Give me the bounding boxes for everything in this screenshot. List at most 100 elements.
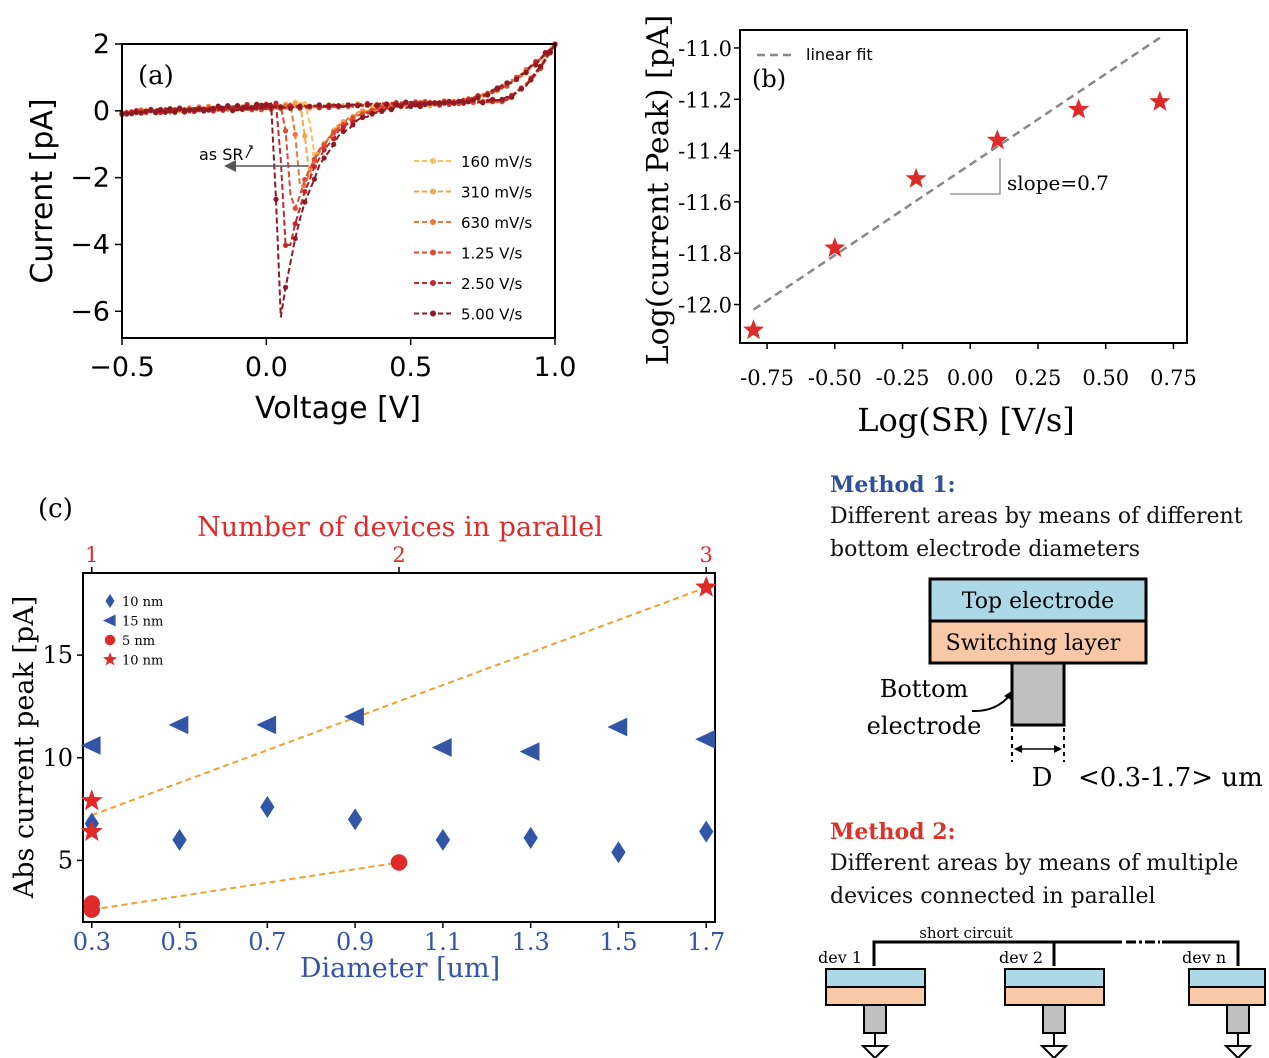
data-point-triangle-left bbox=[256, 715, 277, 735]
data-point-star bbox=[1149, 90, 1171, 111]
iv-data-point bbox=[201, 108, 207, 114]
legend-label: 5.00 V/s bbox=[461, 306, 522, 324]
legend-marker-diamond bbox=[105, 594, 115, 608]
iv-data-point bbox=[307, 103, 313, 109]
iv-data-point bbox=[292, 101, 298, 107]
iv-data-point bbox=[287, 105, 293, 111]
top-electrode-label: Top electrode bbox=[962, 589, 1114, 614]
bottom-electrode bbox=[1010, 661, 1066, 727]
iv-data-point bbox=[485, 92, 491, 98]
data-point-triangle-left bbox=[344, 707, 364, 727]
data-point-diamond bbox=[523, 826, 538, 849]
iv-data-point bbox=[244, 104, 250, 110]
legend-label: 160 mV/s bbox=[461, 153, 532, 171]
iv-data-point bbox=[230, 108, 236, 114]
data-point-triangle-left bbox=[519, 742, 540, 761]
iv-data-point bbox=[509, 94, 515, 100]
bottom-electrode-pointer-head bbox=[1004, 690, 1013, 700]
data-point-star bbox=[695, 575, 718, 597]
d-arrow-left bbox=[1014, 745, 1022, 753]
panel-a-xtick-label: 0.0 bbox=[245, 352, 288, 383]
iv-data-point bbox=[470, 97, 476, 103]
iv-data-point bbox=[292, 131, 298, 137]
method1-description-line2: bottom electrode diameters bbox=[830, 537, 1140, 562]
short-circuit-label: short circuit bbox=[919, 924, 1013, 942]
panel-b-xtick-label: 0.75 bbox=[1150, 366, 1197, 390]
parallel-devices: dev 1 dev 2 dev n bbox=[818, 948, 1266, 1058]
panel-b: -0.75 -0.50 -0.25 0.00 0.25 0.50 0.75 -11.0 -11.… bbox=[641, 15, 1197, 439]
panel-c-legend: 10 nm 15 nm 5 nm 10 nm bbox=[103, 594, 163, 669]
iv-data-point bbox=[489, 96, 496, 103]
legend-swatch-marker bbox=[430, 188, 436, 195]
iv-data-point bbox=[311, 176, 317, 182]
iv-data-point bbox=[523, 69, 529, 75]
iv-data-point bbox=[225, 103, 231, 109]
iv-data-point bbox=[234, 103, 241, 109]
slope-label: slope=0.7 bbox=[1007, 171, 1109, 195]
device-label: dev n bbox=[1182, 948, 1226, 967]
panel-a-ytick-label: 2 bbox=[93, 29, 110, 60]
data-point-star bbox=[743, 319, 764, 340]
panel-c-legend-label: 10 nm bbox=[122, 595, 163, 610]
panel-a-ytick-label: 0 bbox=[93, 96, 110, 127]
iv-data-point bbox=[206, 107, 212, 113]
iv-data-point bbox=[263, 102, 269, 108]
panel-b-xlabel: Log(SR) [V/s] bbox=[857, 401, 1074, 439]
iv-data-point bbox=[403, 99, 409, 105]
legend-fit-label: linear fit bbox=[806, 45, 873, 64]
iv-data-point bbox=[494, 85, 500, 91]
iv-data-point bbox=[499, 96, 505, 102]
sr-annotation: as SR bbox=[199, 145, 244, 164]
iv-data-point bbox=[417, 103, 423, 110]
iv-data-point bbox=[388, 106, 394, 112]
iv-data-point bbox=[186, 107, 192, 113]
top-electrode-layer bbox=[928, 577, 1148, 623]
iv-data-point bbox=[369, 110, 375, 116]
iv-data-point bbox=[273, 196, 279, 202]
iv-data-point bbox=[542, 50, 549, 56]
iv-data-point bbox=[191, 107, 197, 113]
iv-data-point bbox=[326, 102, 332, 109]
panel-c-fit-line bbox=[91, 861, 400, 911]
ground-icon bbox=[1223, 1045, 1253, 1058]
panel-a-ylabel: Current [pA] bbox=[25, 98, 60, 283]
data-point-triangle-left bbox=[168, 715, 189, 735]
iv-data-point bbox=[451, 100, 457, 106]
iv-data-point bbox=[513, 76, 520, 82]
iv-data-point bbox=[283, 242, 289, 248]
device-top-electrode bbox=[825, 968, 926, 988]
panel-b-ylabel: Log(current Peak) [pA] bbox=[641, 15, 676, 366]
iv-data-point bbox=[446, 98, 452, 104]
panel-c-ytick-label: 10 bbox=[42, 744, 73, 772]
data-point-star bbox=[80, 789, 103, 811]
panel-a-xtick-label: 1.0 bbox=[534, 352, 577, 383]
panel-b-frame bbox=[739, 29, 1188, 344]
legend-swatch-marker bbox=[430, 249, 436, 256]
panel-b-xtick-label: -0.75 bbox=[740, 366, 794, 390]
panel-b-ticks: -0.75 -0.50 -0.25 0.00 0.25 0.50 0.75 -11.0 -11.… bbox=[678, 37, 1197, 390]
legend-swatch-marker bbox=[430, 310, 436, 317]
method2-diagram: short circuit dev 1 dev 2 dev n bbox=[818, 924, 1266, 1058]
data-point-diamond bbox=[172, 828, 187, 851]
iv-data-point bbox=[412, 102, 419, 108]
panel-b-ytick-label: -11.8 bbox=[678, 242, 732, 266]
panel-b-xtick-label: 0.00 bbox=[947, 366, 994, 390]
iv-data-point bbox=[331, 136, 337, 142]
iv-data-point bbox=[422, 101, 428, 108]
legend-marker-triangle-left bbox=[103, 614, 116, 627]
iv-data-point bbox=[379, 108, 385, 114]
panel-c-xtick-label: 1.5 bbox=[599, 928, 637, 956]
short-circuit-wire-end bbox=[1162, 940, 1240, 966]
iv-data-point bbox=[311, 156, 317, 162]
iv-data-point bbox=[321, 142, 327, 148]
iv-data-point bbox=[181, 109, 188, 115]
iv-data-point bbox=[143, 108, 149, 114]
iv-data-point bbox=[268, 104, 274, 110]
iv-data-point bbox=[249, 105, 255, 111]
panel-b-xtick-label: 0.25 bbox=[1015, 366, 1062, 390]
method1-title: Method 1: bbox=[830, 472, 956, 498]
iv-data-point bbox=[408, 103, 414, 110]
iv-data-point bbox=[302, 189, 308, 195]
iv-data-point bbox=[283, 128, 289, 134]
iv-data-point bbox=[297, 104, 303, 110]
